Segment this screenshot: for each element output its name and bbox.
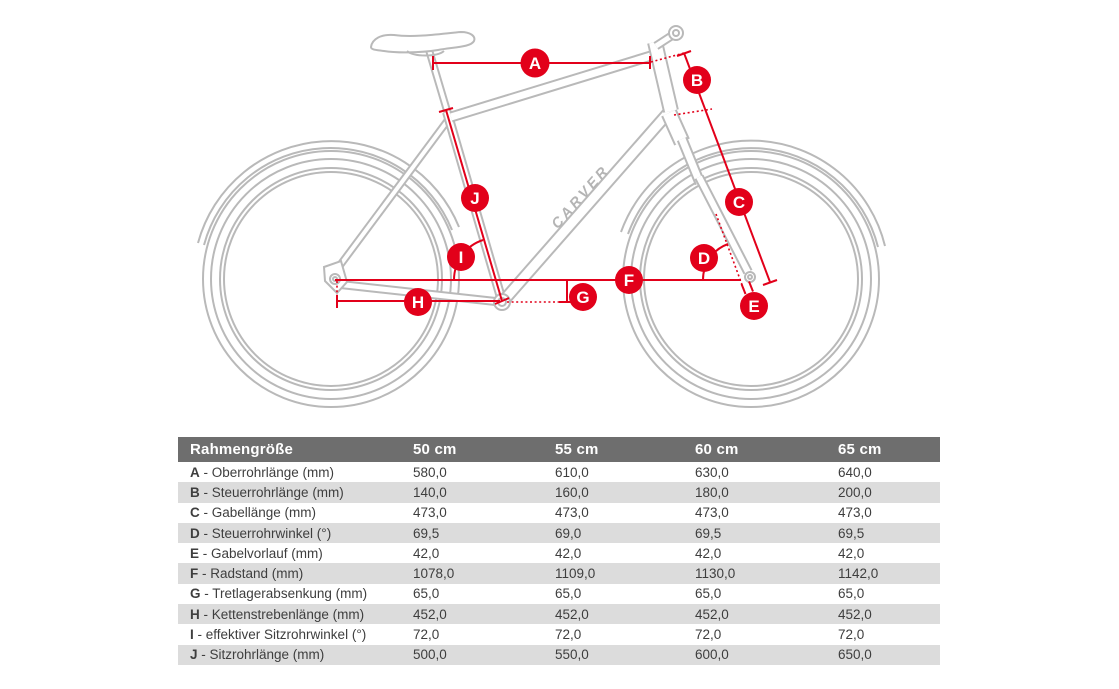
badge-a: A bbox=[520, 48, 550, 78]
value-f-col3: 1130,0 bbox=[695, 566, 736, 582]
svg-text:J: J bbox=[470, 189, 479, 208]
value-d-col1: 69,5 bbox=[413, 525, 440, 541]
value-h-col2: 452,0 bbox=[555, 606, 589, 622]
header-framesize: Rahmengröße bbox=[178, 437, 413, 462]
header-50cm: 50 cm bbox=[413, 437, 555, 462]
row-label-e: E - Gabelvorlauf (mm) bbox=[190, 545, 323, 561]
value-h-col1: 452,0 bbox=[413, 606, 447, 622]
svg-text:I: I bbox=[459, 248, 464, 267]
value-g-col4: 65,0 bbox=[838, 586, 865, 602]
value-f-col1: 1078,0 bbox=[413, 566, 455, 582]
value-i-col3: 72,0 bbox=[695, 627, 722, 643]
value-b-col4: 200,0 bbox=[838, 484, 872, 500]
table-row-a: A - Oberrohrlänge (mm) 580,0 610,0 630,0 640… bbox=[178, 462, 940, 482]
dimension-g-bbdrop bbox=[507, 279, 575, 303]
value-g-col3: 65,0 bbox=[695, 586, 722, 602]
badge-c: C bbox=[725, 188, 753, 216]
badge-e: E bbox=[740, 292, 768, 320]
badge-b: B bbox=[683, 66, 711, 94]
front-fender bbox=[620, 139, 886, 248]
table-row-c: C - Gabellänge (mm) 473,0 473,0 473,0 473,0 bbox=[178, 503, 940, 523]
row-label-d: D - Steuerrohrwinkel (°) bbox=[190, 525, 332, 541]
value-i-col4: 72,0 bbox=[838, 627, 865, 643]
value-f-col2: 1109,0 bbox=[555, 566, 596, 582]
suspension-fork bbox=[661, 109, 753, 275]
row-label-a: A - Oberrohrlänge (mm) bbox=[190, 464, 335, 480]
value-i-col2: 72,0 bbox=[555, 627, 582, 643]
value-c-col2: 473,0 bbox=[555, 505, 589, 521]
value-d-col3: 69,5 bbox=[695, 525, 722, 541]
value-e-col2: 42,0 bbox=[555, 545, 582, 561]
badge-g: G bbox=[569, 283, 597, 311]
value-j-col1: 500,0 bbox=[413, 647, 447, 663]
row-label-j: J - Sitzrohrlänge (mm) bbox=[190, 647, 325, 663]
value-a-col4: 640,0 bbox=[838, 464, 872, 480]
bike-geometry-diagram: CARVER bbox=[197, 25, 886, 408]
value-b-col1: 140,0 bbox=[413, 484, 447, 500]
value-b-col3: 180,0 bbox=[695, 484, 729, 500]
svg-text:G: G bbox=[576, 288, 589, 307]
badge-i: I bbox=[447, 243, 475, 271]
rear-fender bbox=[197, 140, 460, 246]
value-g-col2: 65,0 bbox=[555, 586, 582, 602]
badge-h: H bbox=[404, 288, 432, 316]
header-65cm: 65 cm bbox=[838, 437, 940, 462]
value-h-col3: 452,0 bbox=[695, 606, 729, 622]
svg-text:A: A bbox=[529, 54, 541, 73]
row-label-h: H - Kettenstrebenlänge (mm) bbox=[190, 606, 365, 622]
row-label-g: G - Tretlagerabsenkung (mm) bbox=[190, 586, 368, 602]
table-row-j: J - Sitzrohrlänge (mm) 500,0 550,0 600,0 650… bbox=[178, 644, 940, 665]
row-label-f: F - Radstand (mm) bbox=[190, 566, 304, 582]
table-row-g: G - Tretlagerabsenkung (mm) 65,0 65,0 65,0 6… bbox=[178, 584, 940, 604]
value-f-col4: 1142,0 bbox=[838, 566, 879, 582]
saddle bbox=[369, 30, 476, 57]
svg-text:C: C bbox=[733, 193, 745, 212]
svg-text:D: D bbox=[698, 249, 710, 268]
value-g-col1: 65,0 bbox=[413, 586, 440, 602]
value-a-col1: 580,0 bbox=[413, 464, 447, 480]
badge-j: J bbox=[461, 184, 489, 212]
table-row-b: B - Steuerrohrlänge (mm) 140,0 160,0 180,0 2… bbox=[178, 482, 940, 503]
value-a-col2: 610,0 bbox=[555, 464, 589, 480]
header-55cm: 55 cm bbox=[555, 437, 695, 462]
geometry-table-header: Rahmengröße 50 cm 55 cm 60 cm 65 cm bbox=[178, 437, 940, 462]
table-row-f: F - Radstand (mm) 1078,0 1109,0 1130,0 1142,… bbox=[178, 563, 940, 584]
value-i-col1: 72,0 bbox=[413, 627, 440, 643]
table-row-i: I - effektiver Sitzrohrwinkel (°) 72,0 72,… bbox=[178, 624, 940, 644]
dimension-e-fork-offset bbox=[740, 281, 754, 295]
geometry-table: Rahmengröße 50 cm 55 cm 60 cm 65 cm A - … bbox=[178, 437, 940, 665]
value-c-col3: 473,0 bbox=[695, 505, 729, 521]
row-label-b: B - Steuerrohrlänge (mm) bbox=[190, 484, 344, 500]
row-label-i: I - effektiver Sitzrohrwinkel (°) bbox=[190, 627, 367, 643]
table-row-e: E - Gabelvorlauf (mm) 42,0 42,0 42,0 42,0 bbox=[178, 543, 940, 563]
table-row-d: D - Steuerrohrwinkel (°) 69,5 69,0 69,5 69,5 bbox=[178, 522, 940, 544]
value-d-col2: 69,0 bbox=[555, 525, 582, 541]
geometry-table-body: A - Oberrohrlänge (mm) 580,0 610,0 630,0 640… bbox=[178, 462, 940, 665]
value-b-col2: 160,0 bbox=[555, 484, 589, 500]
value-j-col4: 650,0 bbox=[838, 647, 872, 663]
table-row-h: H - Kettenstrebenlänge (mm) 452,0 452,0 452… bbox=[178, 604, 940, 625]
value-d-col4: 69,5 bbox=[838, 525, 865, 541]
value-c-col1: 473,0 bbox=[413, 505, 447, 521]
row-label-c: C - Gabellänge (mm) bbox=[190, 505, 317, 521]
badge-f: F bbox=[615, 266, 643, 294]
value-c-col4: 473,0 bbox=[838, 505, 872, 521]
value-e-col4: 42,0 bbox=[838, 545, 865, 561]
value-h-col4: 452,0 bbox=[838, 606, 872, 622]
svg-text:H: H bbox=[412, 293, 424, 312]
header-60cm: 60 cm bbox=[695, 437, 838, 462]
value-e-col1: 42,0 bbox=[413, 545, 440, 561]
value-j-col3: 600,0 bbox=[695, 647, 729, 663]
svg-text:F: F bbox=[624, 271, 634, 290]
badge-d: D bbox=[690, 244, 718, 272]
value-a-col3: 630,0 bbox=[695, 464, 729, 480]
value-e-col3: 42,0 bbox=[695, 545, 722, 561]
svg-text:B: B bbox=[691, 71, 703, 90]
value-j-col2: 550,0 bbox=[555, 647, 589, 663]
svg-text:E: E bbox=[748, 297, 759, 316]
